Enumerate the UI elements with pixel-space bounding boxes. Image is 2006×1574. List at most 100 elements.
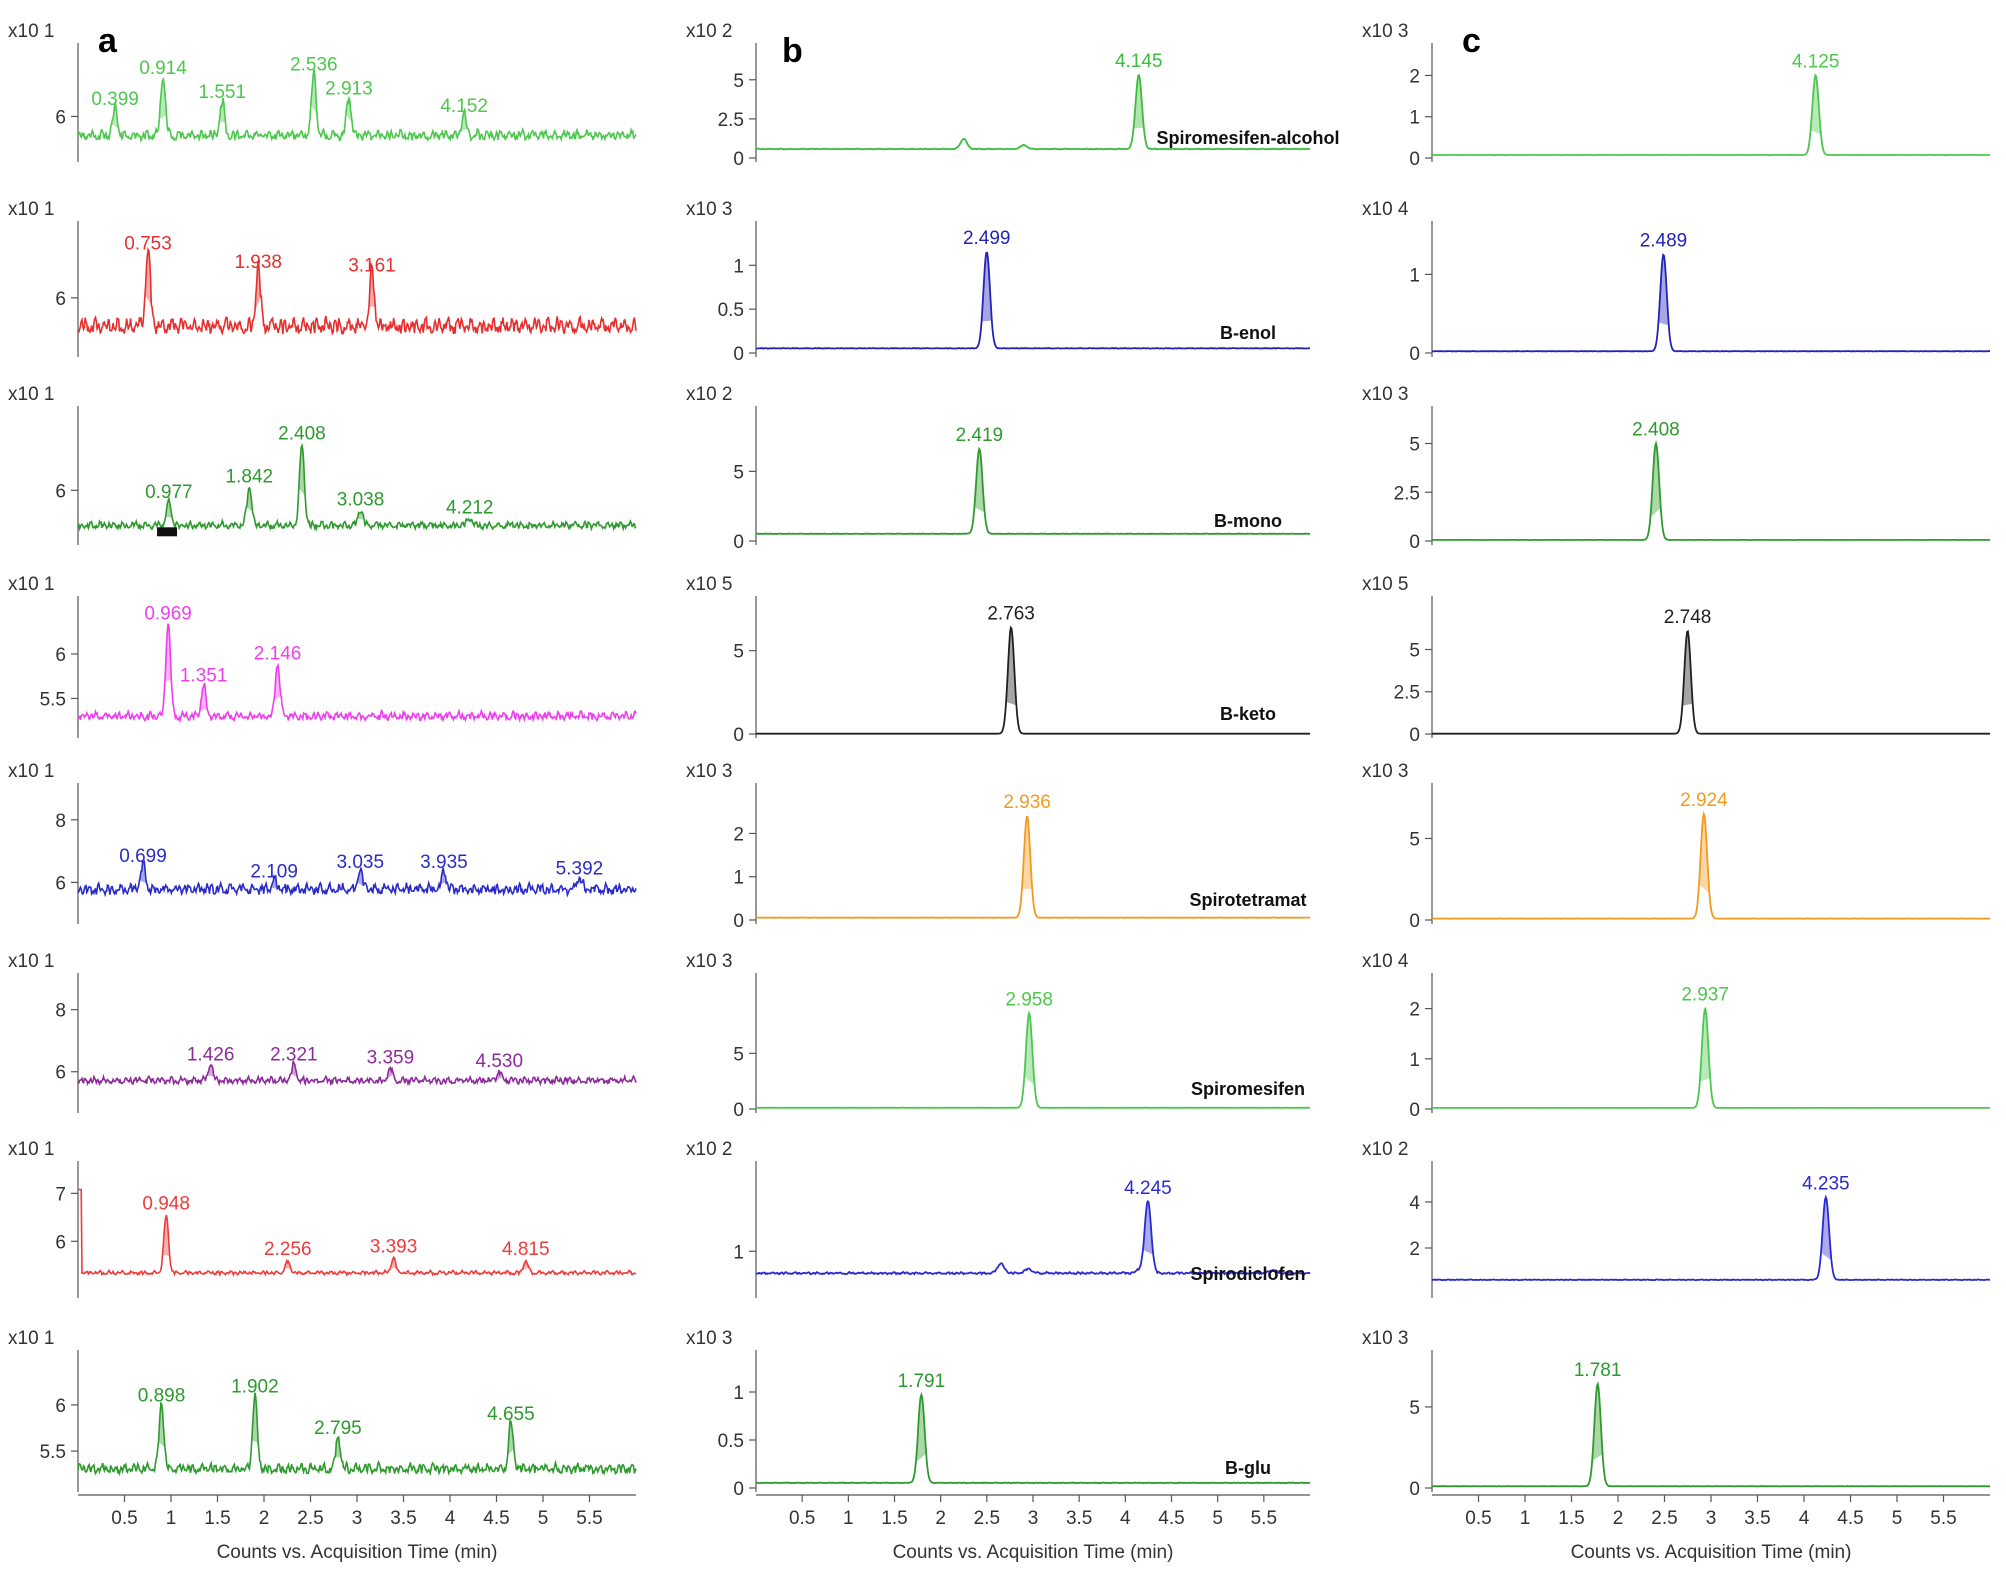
signal-trace [755,815,1311,919]
x-tick-label: 0.5 [789,1508,815,1529]
chromatogram-b-7: x10 2 1 4.245 Spirodiclofen [686,1139,1311,1298]
peak-label: 1.842 [226,466,274,487]
peak-area [290,1061,298,1078]
y-tick-label: 1 [733,1242,744,1263]
peak-label: 2.795 [314,1418,362,1439]
signal-trace [1431,1194,1990,1282]
y-tick-label: 1 [1409,108,1420,129]
integration-marker [157,527,178,537]
y-tick-label: 6 [55,107,66,128]
y-tick-label: 0 [1409,725,1420,746]
peak-label: 2.256 [264,1239,312,1260]
analyte-label: B-enol [1220,323,1276,343]
x-axis-a: 0.5 1 1.5 2 2.5 3 3.5 4 4.5 5 5.5 Counts vs. Acquis… [78,1494,636,1563]
peak-label: 3.359 [367,1048,415,1069]
chromatogram-c-8: x10 3 5 0 1.781 [1362,1328,1990,1500]
y-tick-label: 0 [1409,1479,1420,1500]
peak-area [522,1260,530,1270]
scale-label: x10 3 [1362,761,1408,782]
signal-trace [77,247,637,336]
x-axis-title: Counts vs. Acquisition Time (min) [1571,1542,1852,1563]
chromatogram-a-3: x10 1 6 0.977 1.842 2.408 3.038 4.212 [8,384,637,545]
peak-label: 2.937 [1681,985,1729,1006]
scale-label: x10 1 [8,574,54,595]
y-tick-label: 5 [1409,829,1420,850]
x-tick-label: 1.5 [204,1508,230,1529]
chromatogram-b-1: x10 2 5 2.5 0 4.145 Spiromesifen-alcohol [686,21,1340,170]
signal-trace [756,625,1310,735]
y-tick-label: 6 [55,481,66,502]
y-tick-label: 7 [55,1184,66,1205]
y-tick-label: 1 [1409,1050,1420,1071]
chromatogram-b-8: x10 3 1 0.5 0 1.791 B-glu [686,1328,1311,1500]
signal-trace [1431,810,1991,920]
column-label-a: a [98,22,118,60]
peak-label: 0.948 [142,1193,190,1214]
peak-label: 3.935 [420,852,468,873]
x-tick-label: 3 [1706,1508,1717,1529]
x-tick-label: 2 [935,1508,946,1529]
signal-trace [77,623,637,724]
x-tick-label: 5 [1892,1508,1903,1529]
x-tick-label: 5.5 [576,1508,602,1529]
signal-trace [755,446,1311,535]
x-tick-label: 5.5 [1251,1508,1277,1529]
scale-label: x10 1 [8,1139,54,1160]
peak-area [164,623,172,682]
peak-label: 1.351 [180,666,228,687]
chromatogram-c-2: x10 4 1 0 2.489 [1362,199,1990,365]
x-tick-label: 2 [1613,1508,1624,1529]
scale-label: x10 1 [8,761,54,782]
peak-area [507,1420,514,1456]
analyte-label: B-glu [1225,1458,1271,1478]
signal-trace [755,1200,1311,1276]
y-tick-label: 5.5 [40,1442,66,1463]
peak-area [159,79,167,120]
peak-area [1810,75,1821,135]
peak-label: 4.655 [487,1404,535,1425]
y-tick-label: 2.5 [718,110,744,131]
signal-trace [77,860,637,898]
peak-label: 1.426 [187,1045,235,1066]
analyte-label: Spirotetramat [1189,890,1306,910]
y-tick-label: 2 [733,824,744,845]
scale-label: x10 3 [1362,384,1408,405]
signal-trace [755,74,1310,151]
signal-trace [77,1392,637,1477]
signal-trace [1432,629,1990,735]
peak-label: 4.530 [476,1051,524,1072]
signal-trace [1431,73,1990,157]
y-tick-label: 2 [1409,1000,1420,1021]
peak-label: 2.536 [290,54,338,75]
y-tick-label: 5 [1409,640,1420,661]
y-tick-label: 0 [733,911,744,932]
chromatogram-a-8: x10 1 6 5.5 0.898 1.902 2.795 4.655 [8,1328,637,1492]
peak-area [1682,631,1693,706]
peak-label: 0.699 [119,846,167,867]
scale-label: x10 3 [1362,21,1408,42]
signal-trace [78,1188,637,1278]
signal-trace [755,251,1311,350]
y-tick-label: 0 [1409,911,1420,932]
signal-trace [1431,1381,1990,1488]
x-tick-label: 4.5 [1158,1508,1184,1529]
peak-label: 2.958 [1005,989,1053,1010]
peak-area [1658,254,1669,326]
peak-label: 1.791 [898,1371,946,1392]
peak-label: 5.392 [556,858,604,879]
y-tick-label: 0 [733,1479,744,1500]
y-tick-label: 6 [55,645,66,666]
peak-label: 1.551 [198,82,246,103]
y-tick-label: 8 [55,811,66,832]
chromatogram-b-6: x10 3 5 0 2.958 Spiromesifen [686,951,1311,1121]
chromatogram-a-7: x10 1 7 6 0.948 2.256 3.393 4.815 [8,1139,637,1298]
peak-area [915,1394,927,1463]
y-tick-label: 6 [55,1396,66,1417]
y-tick-label: 0 [1409,532,1420,553]
peak-area [1133,75,1144,129]
peak-label: 2.924 [1680,790,1728,811]
chromatogram-b-2: x10 3 1 0.5 0 2.499 B-enol [686,199,1311,365]
peak-label: 2.748 [1664,607,1712,628]
